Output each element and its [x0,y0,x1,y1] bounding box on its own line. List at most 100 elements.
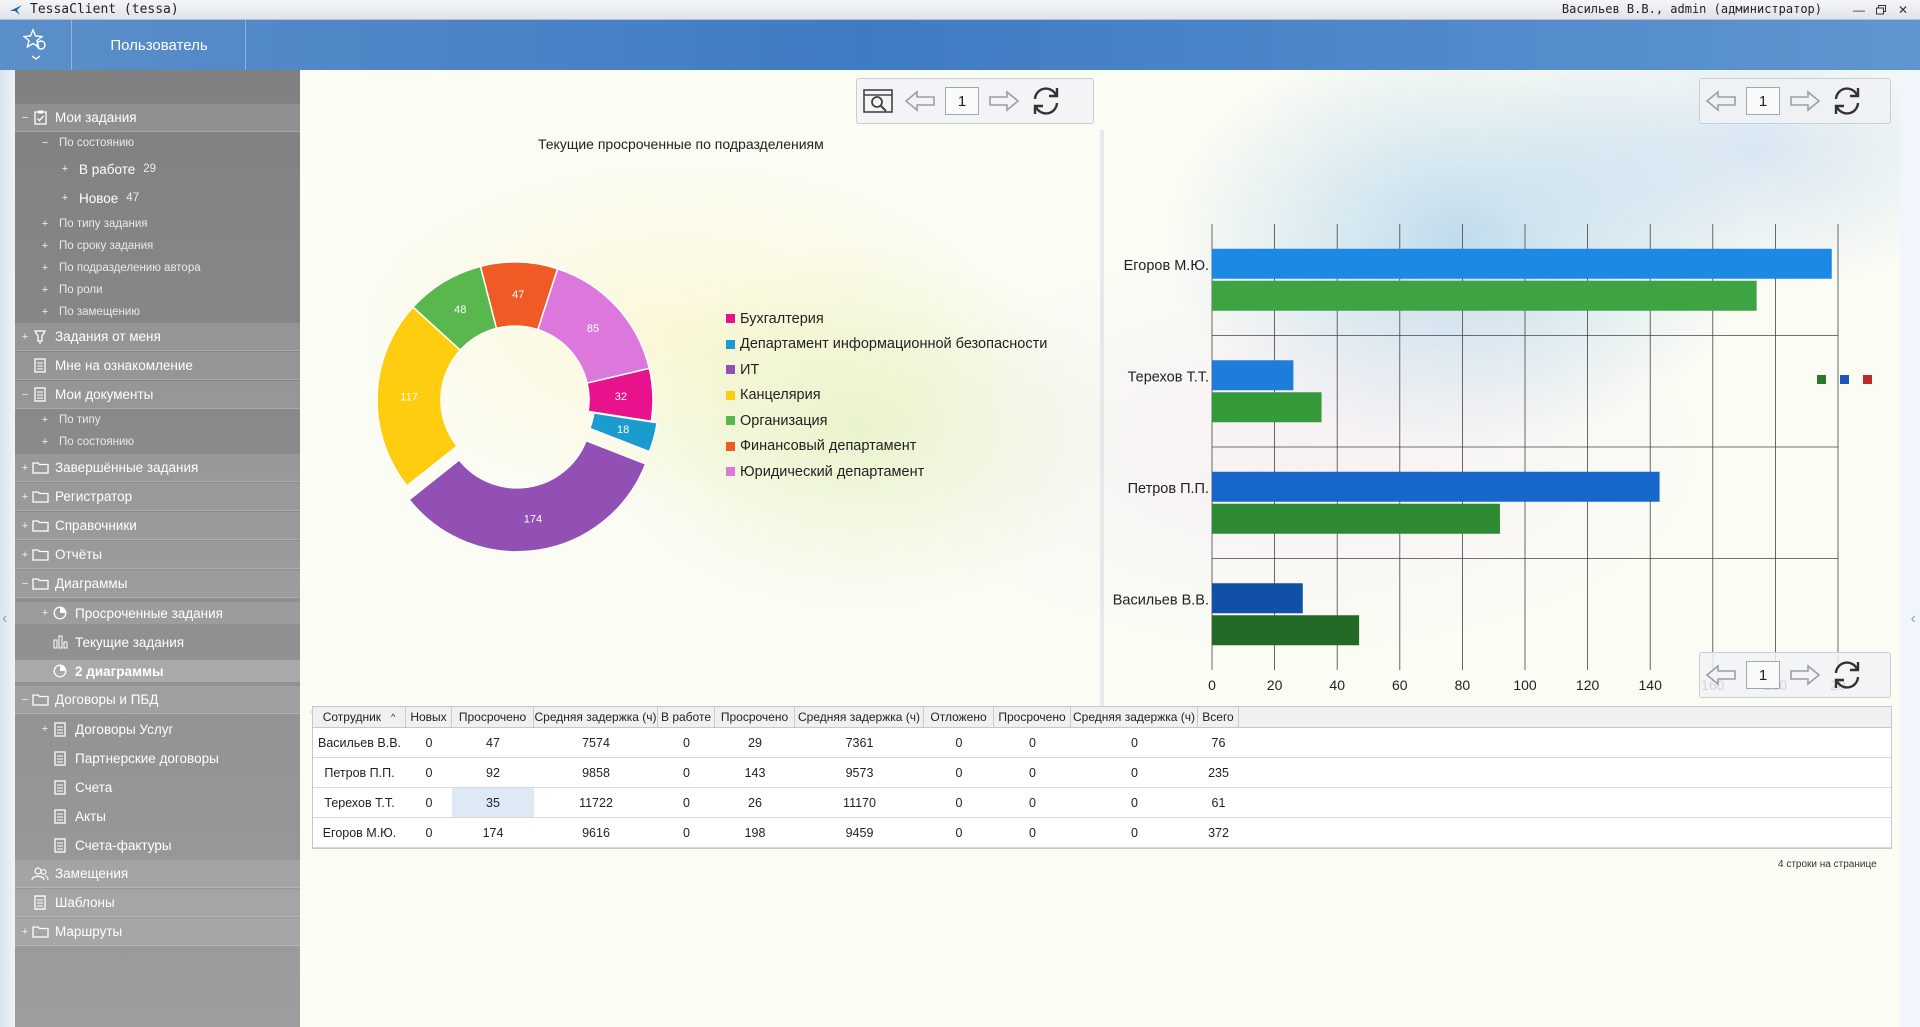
table-cell[interactable]: 9616 [582,825,610,840]
sidebar-item[interactable]: + По сроку задания [15,235,300,257]
sidebar-item[interactable]: Счета [15,776,300,798]
expand-icon[interactable]: + [41,723,49,735]
column-header[interactable]: Просрочено [715,707,795,727]
sidebar-item[interactable]: Шаблоны [15,889,300,917]
expand-icon[interactable]: + [41,240,49,252]
collapse-icon[interactable]: − [21,388,29,401]
sidebar-item[interactable]: − По состоянию [15,132,300,154]
sidebar-item[interactable]: Замещения [15,860,300,888]
expand-icon[interactable]: + [21,519,29,532]
table-cell[interactable]: 0 [683,795,690,810]
table-cell[interactable]: 0 [1131,825,1138,840]
bar[interactable] [1212,503,1500,534]
table-cell[interactable]: 0 [955,795,963,810]
table-row[interactable]: Васильев В.В. 0 47 7574 0 29 7361 0 0 0 76 [313,728,1891,758]
sidebar-item[interactable]: + Регистратор [15,483,300,511]
restore-icon[interactable] [1870,0,1892,20]
page-number[interactable]: 1 [945,87,979,115]
sidebar-item[interactable]: Акты [15,805,300,827]
expand-icon[interactable]: + [41,436,49,448]
table-cell[interactable]: 0 [1131,795,1138,810]
expand-icon[interactable]: + [41,284,49,296]
left-collapse-strip[interactable]: ‹ [0,70,15,1027]
next-page-button[interactable] [983,81,1025,121]
table-cell[interactable]: 9573 [845,765,874,780]
sidebar-item[interactable]: + По замещению [15,301,300,323]
expand-icon[interactable]: + [21,490,29,503]
table-cell[interactable]: Васильев В.В. [317,735,401,750]
prev-page-button[interactable] [1700,655,1742,695]
collapse-icon[interactable]: − [21,577,29,590]
table-cell[interactable]: 0 [1029,825,1036,840]
table-cell[interactable]: 9858 [582,765,610,780]
table-cell[interactable]: 0 [683,825,690,840]
bar[interactable] [1212,615,1360,646]
table-cell[interactable]: 92 [486,765,500,780]
column-header[interactable]: Просрочено [452,707,534,727]
table-cell[interactable]: 61 [1211,795,1226,810]
pie-slice[interactable] [408,439,647,553]
expand-icon[interactable]: + [21,548,29,561]
column-header[interactable]: В работе [658,707,715,727]
sidebar-item[interactable]: Мне на ознакомление [15,352,300,380]
table-cell[interactable]: 29 [748,735,762,750]
expand-icon[interactable]: + [41,607,49,619]
collapse-icon[interactable]: − [21,111,29,124]
column-header[interactable]: Средняя задержка (ч) [1071,707,1198,727]
expand-icon[interactable]: + [21,461,29,474]
collapse-icon[interactable]: − [21,693,29,706]
table-cell[interactable]: 0 [955,765,963,780]
column-header[interactable]: Всего [1198,707,1239,727]
pie-slice[interactable] [376,305,462,487]
table-cell[interactable]: 0 [425,795,433,810]
search-view-button[interactable] [857,81,899,121]
sidebar-item[interactable]: + Договоры Услуг [15,718,300,740]
prev-page-button[interactable] [1700,81,1742,121]
table-cell[interactable]: 7361 [845,735,874,750]
page-number[interactable]: 1 [1746,87,1780,115]
table-cell[interactable]: 0 [683,735,690,750]
column-header[interactable]: Сотрудник ^ [313,707,406,727]
home-button[interactable] [0,20,72,70]
table-cell[interactable]: 198 [744,825,766,840]
bar[interactable] [1212,360,1294,391]
bar[interactable] [1212,392,1322,423]
sidebar-item[interactable]: 2 диаграммы [15,660,300,682]
table-cell[interactable]: 372 [1208,825,1229,840]
tab-user[interactable]: Пользователь [73,20,246,70]
sidebar-item[interactable]: + Справочники [15,512,300,540]
sidebar-item[interactable]: + Задания от меня [15,323,300,351]
collapse-icon[interactable]: − [41,137,49,149]
sort-ascending-icon[interactable]: ^ [391,712,396,722]
next-page-button[interactable] [1784,655,1826,695]
table-cell[interactable]: 235 [1208,765,1229,780]
table-cell[interactable]: 0 [683,765,690,780]
table-cell[interactable]: 76 [1211,735,1226,750]
table-cell[interactable]: 0 [955,735,963,750]
right-collapse-strip[interactable]: ‹ [1900,70,1920,1027]
sidebar-item[interactable]: + Просроченные задания [15,602,300,624]
expand-icon[interactable]: + [21,330,29,343]
table-row[interactable]: Егоров М.Ю. 0 174 9616 0 198 9459 0 0 0 372 [313,818,1891,848]
column-header[interactable]: Средняя задержка (ч) [534,707,658,727]
expand-icon[interactable]: + [41,414,49,426]
expand-icon[interactable]: + [21,925,29,938]
table-cell[interactable]: 0 [1029,735,1036,750]
sidebar-item[interactable]: + По состоянию [15,431,300,453]
expand-icon[interactable]: + [41,306,49,318]
sidebar-item[interactable]: + Маршруты [15,918,300,946]
column-header[interactable]: Отложено [924,707,994,727]
sidebar-item[interactable]: − Диаграммы [15,570,300,598]
table-cell[interactable]: 0 [425,765,433,780]
table-cell[interactable]: 9459 [845,825,874,840]
expand-icon[interactable]: + [61,163,69,175]
table-cell[interactable]: 0 [1131,735,1138,750]
expand-icon[interactable]: + [61,192,69,204]
prev-page-button[interactable] [899,81,941,121]
bar[interactable] [1212,583,1303,614]
sidebar-item[interactable]: Текущие задания [15,631,300,653]
sidebar-item[interactable]: + Отчёты [15,541,300,569]
table-cell[interactable]: 47 [486,735,500,750]
bar[interactable] [1212,280,1757,311]
sidebar-item[interactable]: + Новое 47 [15,187,300,209]
